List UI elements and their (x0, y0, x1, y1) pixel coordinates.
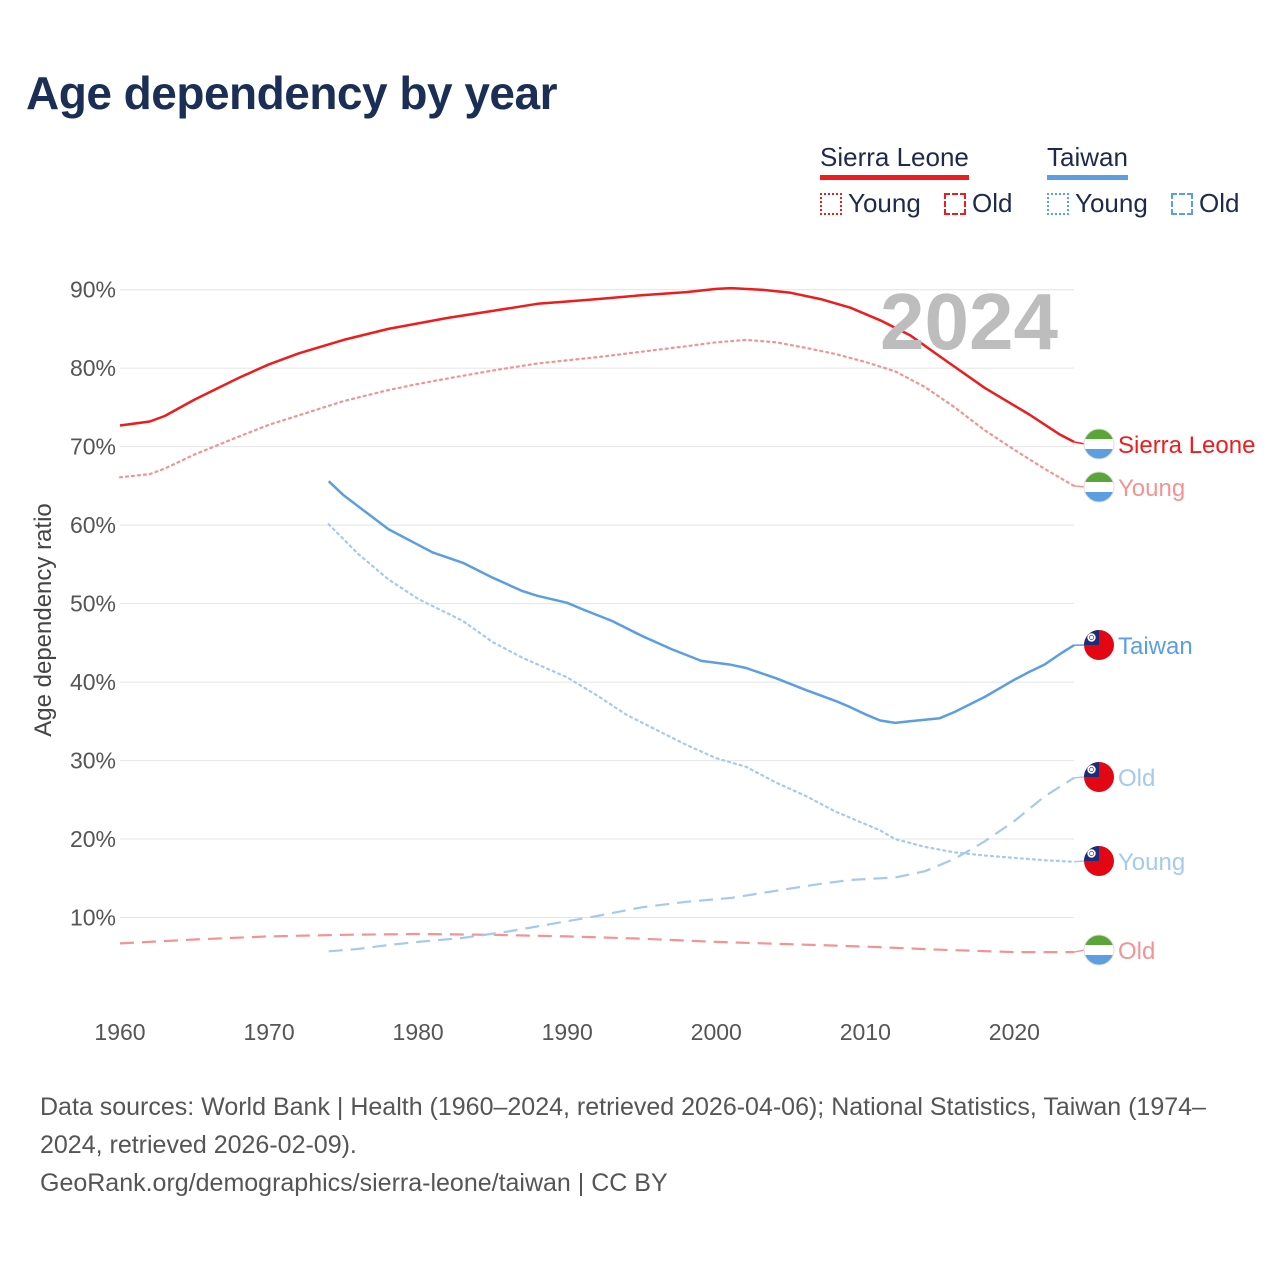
y-tick-label: 80% (70, 355, 116, 381)
dashed-swatch-icon (1171, 192, 1194, 215)
series-line-tw-total[interactable] (327, 480, 1075, 725)
y-tick-label: 20% (70, 826, 116, 852)
sierra-leone-flag-icon (1084, 472, 1114, 502)
legend-item-label: Young (848, 188, 921, 218)
legend-item-old[interactable]: Old (944, 188, 1013, 219)
end-connector (1073, 485, 1086, 488)
series-end-label: Sierra Leone (1118, 432, 1255, 459)
legend-sierra-leone[interactable]: Sierra Leone Young Old (820, 142, 1029, 222)
sierra-leone-flag-icon (1084, 429, 1114, 459)
credit-link[interactable]: GeoRank.org/demographics/sierra-leone/ta… (40, 1169, 668, 1197)
legend-country-name: Sierra Leone (820, 142, 969, 180)
legend-item-label: Old (1199, 188, 1240, 218)
series-end-label: Young (1118, 475, 1185, 502)
end-connector (1073, 949, 1086, 953)
x-tick-label: 1960 (94, 1019, 145, 1045)
legend-item-label: Old (972, 188, 1013, 218)
legend-item-old[interactable]: Old (1171, 188, 1240, 219)
dashed-swatch-icon (944, 192, 967, 215)
series-line-sl-young[interactable] (118, 338, 1076, 487)
series-line-sl-old[interactable] (119, 932, 1074, 954)
y-tick-label: 60% (70, 512, 116, 538)
dotted-swatch-icon (1047, 192, 1069, 215)
y-tick-label: 50% (70, 591, 116, 617)
y-tick-label: 90% (70, 277, 116, 303)
y-tick-label: 10% (70, 905, 116, 931)
sierra-leone-flag-icon (1084, 935, 1114, 965)
data-sources: Data sources: World Bank | Health (1960–… (40, 1093, 1206, 1159)
y-tick-label: 70% (70, 434, 116, 460)
legend-item-label: Young (1075, 188, 1148, 218)
taiwan-flag-icon (1084, 630, 1114, 660)
series-line-sl-total[interactable] (119, 286, 1075, 444)
dotted-swatch-icon (820, 192, 842, 215)
taiwan-flag-icon (1084, 846, 1114, 876)
series-end-label: Young (1118, 849, 1185, 876)
legend-item-young[interactable]: Young (1047, 188, 1148, 219)
legend-taiwan[interactable]: Taiwan Young Old (1047, 142, 1256, 222)
series-end-label: Old (1118, 765, 1155, 792)
x-tick-label: 2010 (840, 1019, 891, 1045)
legend-country-name: Taiwan (1047, 142, 1128, 180)
year-display: 2024 (880, 277, 1058, 366)
y-tick-label: 40% (70, 669, 116, 695)
series-end-label: Taiwan (1118, 633, 1193, 660)
x-tick-label: 1970 (243, 1019, 294, 1045)
end-connector (1073, 776, 1086, 779)
legend-item-young[interactable]: Young (820, 188, 921, 219)
x-tick-label: 1990 (542, 1019, 593, 1045)
x-tick-label: 2020 (989, 1019, 1040, 1045)
footer: Data sources: World Bank | Health (1960–… (40, 1088, 1250, 1202)
series-end-label: Old (1118, 938, 1155, 965)
y-tick-label: 30% (70, 748, 116, 774)
series-line-tw-young[interactable] (327, 523, 1076, 863)
y-axis-title: Age dependency ratio (30, 503, 57, 737)
chart-title: Age dependency by year (26, 67, 557, 119)
x-tick-label: 1980 (393, 1019, 444, 1045)
end-connector (1073, 860, 1086, 863)
x-tick-label: 2000 (691, 1019, 742, 1045)
series-line-tw-old[interactable] (328, 776, 1075, 953)
taiwan-flag-icon (1084, 762, 1114, 792)
end-connector (1073, 441, 1086, 445)
